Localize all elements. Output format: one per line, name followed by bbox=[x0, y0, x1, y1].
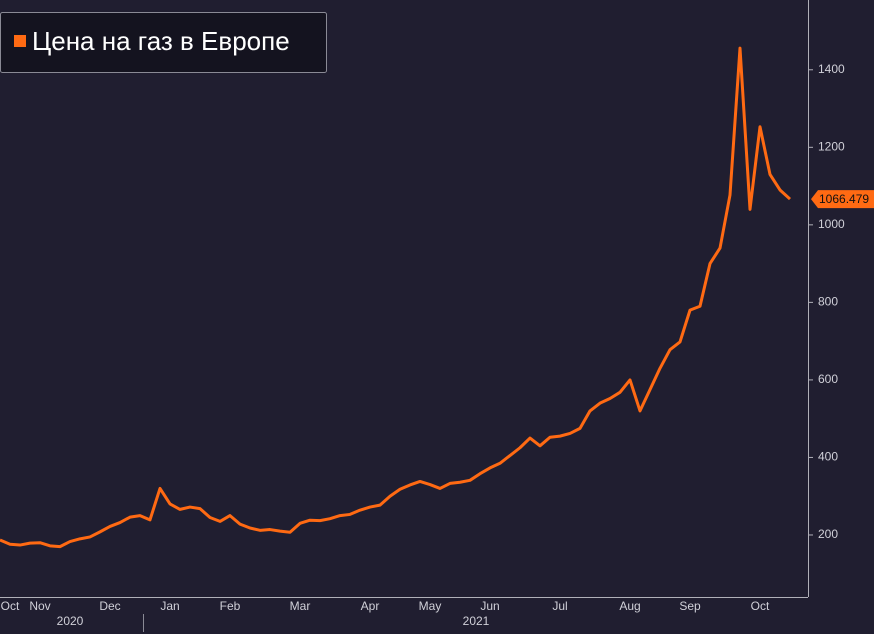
y-tick-label: 600 bbox=[818, 372, 838, 386]
y-tick-label: 1200 bbox=[818, 139, 845, 153]
legend-label: Цена на газ в Европе bbox=[32, 26, 290, 56]
x-tick-label: Sep bbox=[679, 599, 701, 613]
x-tick-label: Jan bbox=[160, 599, 179, 613]
last-value-tag bbox=[811, 190, 874, 209]
legend-swatch bbox=[14, 35, 26, 47]
x-tick-label: Oct bbox=[1, 599, 20, 613]
x-tick-label: Jul bbox=[552, 599, 567, 613]
x-tick-label: Aug bbox=[619, 599, 640, 613]
y-tick-label: 400 bbox=[818, 450, 838, 464]
x-tick-label: Jun bbox=[480, 599, 499, 613]
x-tick-label: May bbox=[419, 599, 442, 613]
x-tick-label: Feb bbox=[220, 599, 241, 613]
x-tick-label: Oct bbox=[751, 599, 770, 613]
y-tick-label: 800 bbox=[818, 295, 838, 309]
y-tick-label: 200 bbox=[818, 527, 838, 541]
x-tick-label: Apr bbox=[361, 599, 380, 613]
x-tick-label: Mar bbox=[290, 599, 311, 613]
last-value-label: 1066.479 bbox=[819, 192, 869, 206]
year-label: 2020 bbox=[57, 614, 84, 628]
y-tick-label: 1000 bbox=[818, 217, 845, 231]
x-tick-label: Dec bbox=[99, 599, 120, 613]
x-tick-label: Nov bbox=[29, 599, 50, 613]
y-tick-label: 1400 bbox=[818, 62, 845, 76]
year-label: 2021 bbox=[463, 614, 490, 628]
legend-box bbox=[0, 12, 327, 73]
price-line bbox=[0, 46, 792, 549]
